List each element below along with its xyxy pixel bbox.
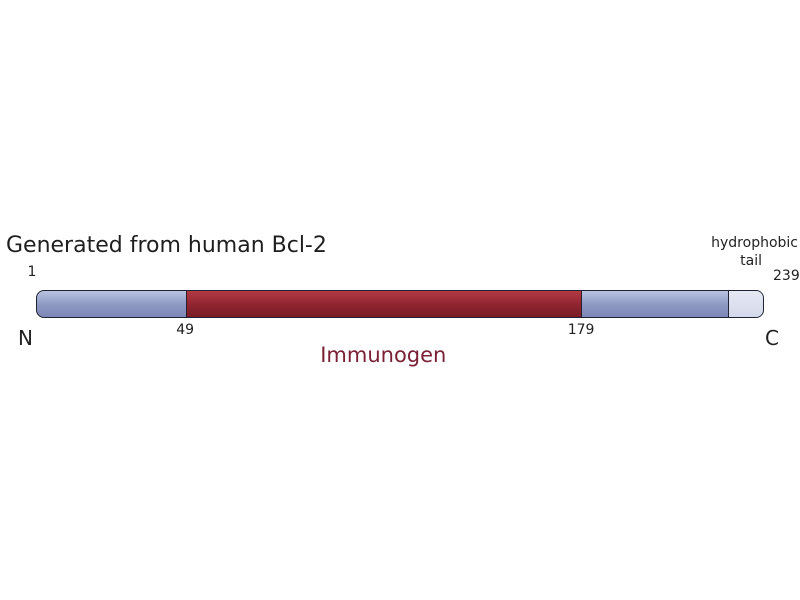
start-position-label: 1: [27, 264, 37, 280]
immunogen-segment: [186, 291, 583, 317]
end-position-label: 239: [773, 268, 800, 284]
c-terminus-label: C: [765, 326, 779, 350]
immunogen-label: Immunogen: [320, 343, 447, 367]
immunogen-end-label: 179: [567, 322, 595, 338]
hydrophobic-tail-label-line2: tail: [740, 253, 762, 269]
hydrophobic-tail-segment: [728, 291, 763, 317]
protein-bar: [36, 290, 764, 318]
hydrophobic-tail-label-line1: hydrophobic: [711, 235, 798, 251]
immunogen-start-label: 49: [176, 322, 195, 338]
diagram-title: Generated from human Bcl-2: [6, 233, 327, 258]
n-terminus-label: N: [18, 326, 33, 350]
hydrophobic-tail-label: hydrophobic tail: [711, 234, 798, 270]
